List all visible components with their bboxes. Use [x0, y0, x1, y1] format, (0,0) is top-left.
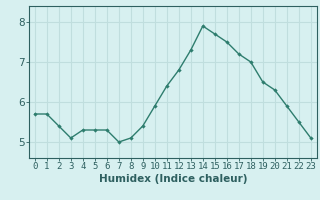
X-axis label: Humidex (Indice chaleur): Humidex (Indice chaleur): [99, 174, 247, 184]
